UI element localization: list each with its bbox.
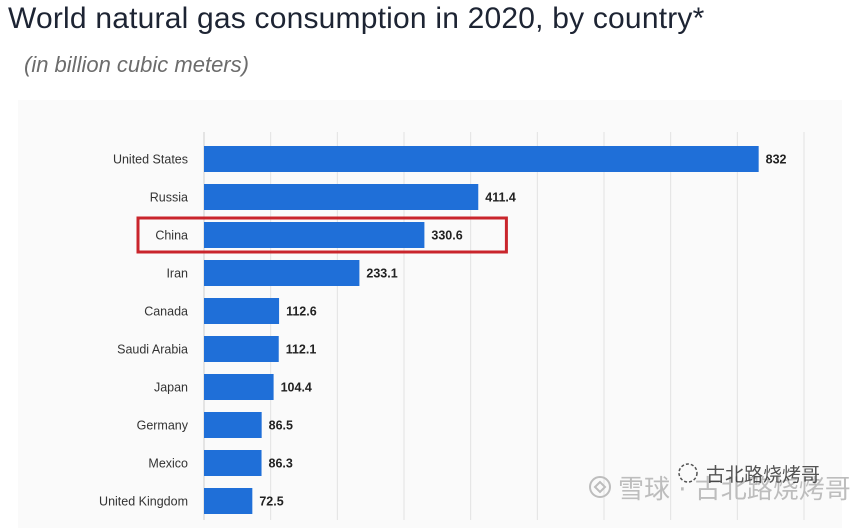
- category-label: Saudi Arabia: [117, 343, 188, 357]
- bar: [204, 222, 425, 248]
- bar: [204, 412, 262, 438]
- chart-panel: United States 832 Russia 411.4 China 330.6 Ira…: [18, 100, 842, 528]
- category-label: Germany: [137, 419, 189, 433]
- bar: [204, 374, 274, 400]
- value-label: 104.4: [281, 381, 312, 395]
- category-label: Japan: [154, 381, 188, 395]
- bar: [204, 260, 360, 286]
- bar-chart: United States 832 Russia 411.4 China 330.6 Ira…: [99, 132, 805, 520]
- category-label: United States: [113, 153, 188, 167]
- bar: [204, 184, 479, 210]
- highlight-box: [136, 216, 508, 254]
- chart-subtitle: (in billion cubic meters): [24, 52, 249, 77]
- value-label: 233.1: [366, 267, 397, 281]
- value-label: 330.6: [431, 229, 462, 243]
- bar: [204, 146, 759, 172]
- value-label: 411.4: [485, 191, 516, 205]
- value-label: 112.1: [286, 343, 317, 357]
- category-label: Iran: [166, 267, 188, 281]
- bar: [204, 336, 279, 362]
- watermark: 雪球 · 古北路烧烤哥: [588, 470, 851, 505]
- category-label: Mexico: [148, 457, 188, 471]
- value-label: 86.3: [269, 457, 293, 471]
- bar: [204, 488, 253, 514]
- category-label: China: [155, 229, 188, 243]
- bar: [204, 298, 280, 324]
- watermark-overlay-text: 古北路烧烤哥: [706, 463, 821, 486]
- value-label: 832: [766, 153, 787, 167]
- chart-title: World natural gas consumption in 2020, b…: [8, 2, 705, 35]
- watermark-text: 雪球 · 古北路烧烤哥: [618, 474, 851, 505]
- wechat-logo-icon: [678, 463, 698, 483]
- value-label: 112.6: [286, 305, 317, 319]
- category-label: Canada: [144, 305, 188, 319]
- watermark-overlay: 古北路烧烤哥: [676, 458, 820, 488]
- value-label: 72.5: [259, 495, 283, 509]
- category-label: United Kingdom: [99, 495, 188, 509]
- value-label: 86.5: [269, 419, 293, 433]
- bar: [204, 450, 262, 476]
- category-label: Russia: [150, 191, 188, 205]
- snowball-logo-icon: [589, 476, 611, 498]
